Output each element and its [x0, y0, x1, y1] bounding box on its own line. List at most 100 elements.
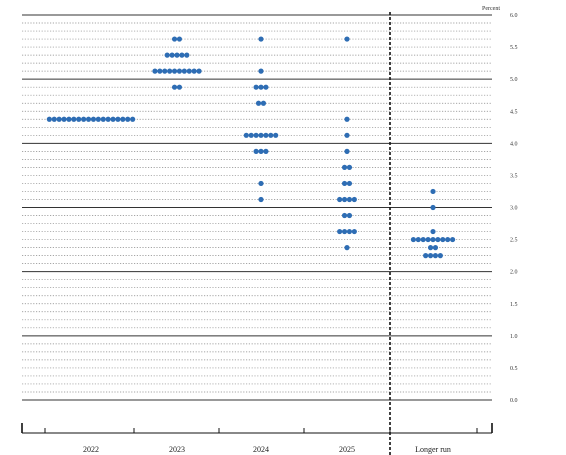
- y-tick-label: 4.5: [510, 109, 518, 115]
- y-tick-label: 2.5: [510, 238, 518, 244]
- dot: [440, 236, 446, 243]
- dot: [263, 84, 269, 90]
- dot: [445, 236, 451, 243]
- dot: [268, 132, 274, 138]
- dot: [169, 52, 175, 58]
- dot: [432, 245, 439, 251]
- dot: [174, 52, 180, 58]
- y-tick-label: 1.5: [510, 302, 518, 308]
- dot: [105, 116, 111, 122]
- dot: [56, 116, 62, 122]
- dot: [351, 228, 357, 235]
- dot: [66, 116, 72, 122]
- x-category-label: Longer run: [415, 445, 451, 454]
- y-tick-label: 2.0: [510, 270, 518, 276]
- dot: [167, 68, 173, 74]
- dot: [430, 236, 436, 243]
- dot: [71, 116, 77, 122]
- dot: [258, 36, 264, 42]
- dot: [184, 52, 190, 58]
- y-tick-label: 3.5: [510, 173, 518, 179]
- y-tick-label: 1.0: [510, 334, 518, 340]
- dot: [427, 245, 434, 251]
- dot: [346, 164, 353, 170]
- dot: [255, 100, 262, 106]
- dot: [258, 148, 264, 154]
- dot: [110, 116, 116, 122]
- dot: [181, 68, 187, 74]
- dot: [258, 196, 264, 203]
- x-axis: [21, 423, 493, 434]
- dot: [76, 116, 82, 122]
- dot: [81, 116, 87, 122]
- y-tick-label: 0.0: [510, 398, 518, 404]
- dot: [427, 253, 434, 259]
- dot: [341, 212, 348, 219]
- dot: [176, 84, 183, 90]
- x-category-labels: 2022 2023 2024 2025 Longer run: [83, 445, 451, 454]
- dot: [415, 236, 421, 243]
- y-tick-label: 6.0: [510, 13, 518, 19]
- dot: [344, 132, 350, 138]
- dot: [344, 245, 350, 251]
- dot: [179, 52, 185, 58]
- dot: [437, 253, 443, 259]
- dot: [420, 236, 426, 243]
- dot: [430, 204, 436, 211]
- dot: [51, 116, 57, 122]
- dot: [164, 52, 170, 58]
- x-category-label: 2024: [253, 445, 269, 454]
- dot: [351, 196, 357, 203]
- dot: [344, 148, 350, 154]
- dot: [450, 236, 456, 243]
- dot: [260, 100, 267, 106]
- dot: [186, 68, 192, 74]
- dots: [46, 36, 456, 259]
- y-axis-unit-label: Percent: [482, 6, 500, 12]
- dot: [258, 68, 264, 74]
- dot: [253, 148, 259, 154]
- dot: [90, 116, 97, 122]
- dot: [341, 164, 348, 170]
- y-tick-label: 3.0: [510, 206, 518, 212]
- dot: [263, 132, 269, 138]
- dot: [171, 84, 178, 90]
- dot: [346, 180, 353, 187]
- dot: [425, 236, 431, 243]
- dot: [346, 196, 353, 203]
- dot: [341, 228, 348, 235]
- dot: [171, 68, 178, 74]
- dot: [125, 116, 131, 122]
- dot: [263, 148, 269, 154]
- y-tick-label: 5.0: [510, 77, 518, 83]
- dot: [258, 180, 264, 187]
- dot: [430, 228, 436, 235]
- x-category-label: 2022: [83, 445, 99, 454]
- y-tick-label: 4.0: [510, 141, 518, 147]
- dot: [243, 132, 249, 138]
- dot: [258, 84, 264, 90]
- dot: [120, 116, 126, 122]
- dot: [273, 132, 279, 138]
- dot: [95, 116, 101, 122]
- dot: [61, 116, 67, 122]
- dot: [130, 116, 136, 122]
- dot: [341, 196, 348, 203]
- x-category-label: 2025: [339, 445, 355, 454]
- dot: [171, 36, 178, 42]
- dot: [100, 116, 106, 122]
- dot: [176, 68, 183, 74]
- x-category-label: 2023: [169, 445, 185, 454]
- dot: [423, 253, 429, 259]
- dot: [191, 68, 197, 74]
- dot: [157, 68, 163, 74]
- dot: [85, 116, 92, 122]
- dot: [344, 36, 350, 42]
- dot: [435, 236, 441, 243]
- dot: [253, 132, 259, 138]
- dot: [248, 132, 254, 138]
- gridlines: [22, 14, 492, 401]
- y-tick-label: 0.5: [510, 366, 518, 372]
- dot: [430, 188, 436, 195]
